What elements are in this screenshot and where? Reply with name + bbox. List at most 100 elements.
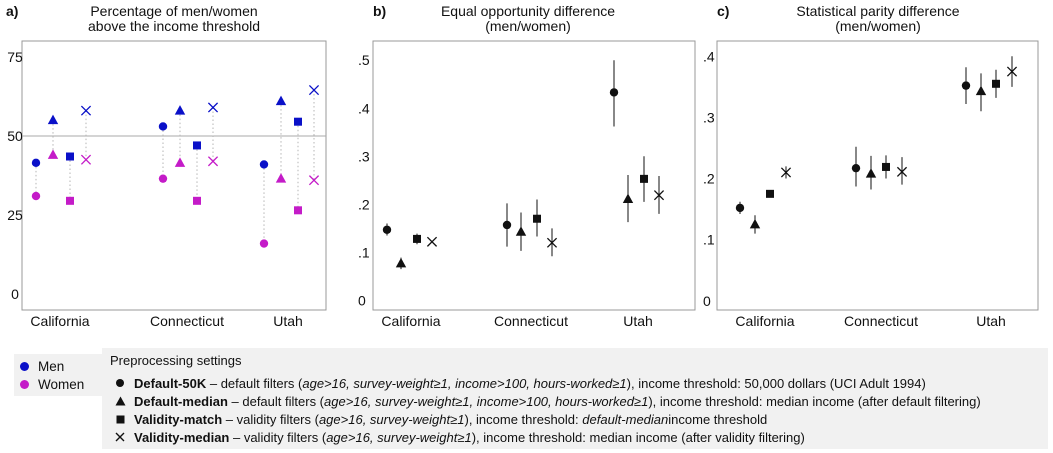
men-dot-icon (20, 361, 29, 371)
data-point-circle (961, 81, 971, 90)
x-tick-label: California (381, 313, 440, 329)
panel-letter: b) (373, 3, 386, 19)
y-tick-label: .1 (358, 244, 370, 260)
women-dot-icon (20, 379, 29, 389)
x-tick-label: Utah (623, 313, 653, 329)
data-point-women-square (66, 196, 74, 205)
data-point-men-x (308, 84, 320, 96)
y-tick-label: .4 (358, 100, 370, 116)
x-tick-label: Connecticut (494, 313, 568, 329)
square-marker-icon (114, 412, 126, 426)
y-tick-label: 0 (11, 286, 19, 302)
chart-title: Percentage of men/women (90, 3, 257, 19)
y-tick-label: 25 (7, 207, 23, 223)
settings-legend: Preprocessing settings Default-50K – def… (102, 348, 1048, 449)
data-point-men-triangle (275, 95, 287, 106)
x-tick-label: Utah (273, 313, 303, 329)
circle-marker-icon (114, 376, 126, 390)
setting-threshold: ), income threshold: median income (afte… (648, 393, 981, 409)
data-point-men-circle (158, 122, 168, 131)
data-point-women-circle (31, 191, 41, 201)
data-point-women-circle (158, 174, 168, 183)
data-point-women-x (80, 154, 92, 165)
y-tick-label: .2 (703, 171, 715, 187)
setting-name: Validity-match (134, 411, 223, 427)
setting-threshold: ), income threshold: 50,000 dollars (UCI… (626, 375, 926, 391)
data-point-men-triangle (174, 105, 186, 115)
setting-filters: age>16, survey-weight≥1 (318, 411, 465, 427)
setting-sep: – validity filters ( (222, 411, 319, 427)
x-marker-icon (114, 430, 126, 444)
setting-row-validity-match: Validity-match – validity filters ( age>… (114, 410, 767, 428)
data-point-triangle (622, 193, 634, 204)
y-tick-label: 0 (703, 293, 711, 309)
data-point-x (653, 190, 665, 201)
data-point-women-triangle (47, 149, 59, 159)
legend-label-women: Women (38, 376, 85, 392)
data-point-circle (502, 220, 512, 230)
plot-frame (21, 40, 327, 311)
x-tick-label: California (30, 313, 89, 329)
data-point-women-circle (259, 239, 269, 248)
setting-threshold-em: default-median (582, 411, 669, 427)
data-point-x (546, 237, 558, 248)
setting-filters: age>16, survey-weight≥1, income>100, hou… (324, 393, 649, 409)
x-tick-label: Utah (976, 313, 1006, 329)
data-point-circle (735, 203, 745, 213)
setting-name: Validity-median (134, 429, 230, 445)
data-point-x (896, 166, 908, 177)
y-tick-label: 75 (7, 49, 23, 65)
data-point-men-circle (31, 158, 41, 168)
data-point-x (1006, 66, 1018, 77)
data-point-circle (609, 88, 619, 97)
y-tick-label: 50 (7, 128, 23, 144)
data-point-women-x (308, 175, 320, 186)
data-point-square (413, 234, 421, 243)
setting-threshold-tail: income threshold (668, 411, 768, 427)
data-point-triangle (515, 226, 527, 236)
setting-filters: age>16, survey-weight≥1 (326, 429, 472, 445)
data-point-square (766, 189, 774, 198)
data-point-x (426, 236, 438, 247)
data-point-square (533, 214, 541, 223)
data-point-triangle (865, 168, 877, 178)
data-point-circle (851, 163, 861, 173)
setting-name: Default-median (134, 393, 228, 409)
data-point-triangle (749, 218, 761, 229)
setting-sep: – default filters ( (227, 393, 325, 409)
data-point-circle (382, 225, 392, 234)
data-point-women-square (193, 196, 201, 205)
y-tick-label: .1 (703, 232, 715, 248)
setting-row-default-median: Default-median – default filters ( age>1… (114, 392, 981, 410)
data-point-square (640, 174, 648, 183)
y-tick-label: .4 (703, 48, 715, 64)
legend-item-men: Men (14, 357, 106, 375)
x-tick-label: Connecticut (150, 313, 224, 329)
plot-frame (372, 40, 696, 311)
data-point-men-square (294, 117, 302, 126)
panel-letter: a) (6, 3, 18, 19)
triangle-marker-icon (114, 394, 126, 408)
y-tick-label: .3 (703, 109, 715, 125)
setting-sep: – default filters ( (206, 375, 303, 391)
plot-frame (716, 40, 1039, 311)
data-point-square (882, 162, 890, 171)
setting-filters: age>16, survey-weight≥1, income>100, hou… (302, 375, 627, 391)
chart-title: above the income threshold (88, 18, 260, 34)
data-point-men-triangle (47, 114, 59, 125)
data-point-men-circle (259, 160, 269, 169)
panel-letter: c) (717, 3, 729, 19)
data-point-men-square (193, 141, 201, 150)
setting-name: Default-50K (134, 375, 207, 391)
y-tick-label: .3 (358, 148, 370, 164)
data-point-women-square (294, 206, 302, 215)
data-point-men-x (80, 105, 92, 116)
legend-item-women: Women (14, 375, 106, 393)
x-tick-label: California (735, 313, 794, 329)
setting-sep: – validity filters ( (229, 429, 327, 445)
setting-row-validity-median: Validity-median – validity filters ( age… (114, 428, 805, 446)
data-point-triangle (395, 257, 407, 268)
settings-title: Preprocessing settings (110, 353, 242, 368)
y-tick-label: .5 (358, 52, 370, 68)
